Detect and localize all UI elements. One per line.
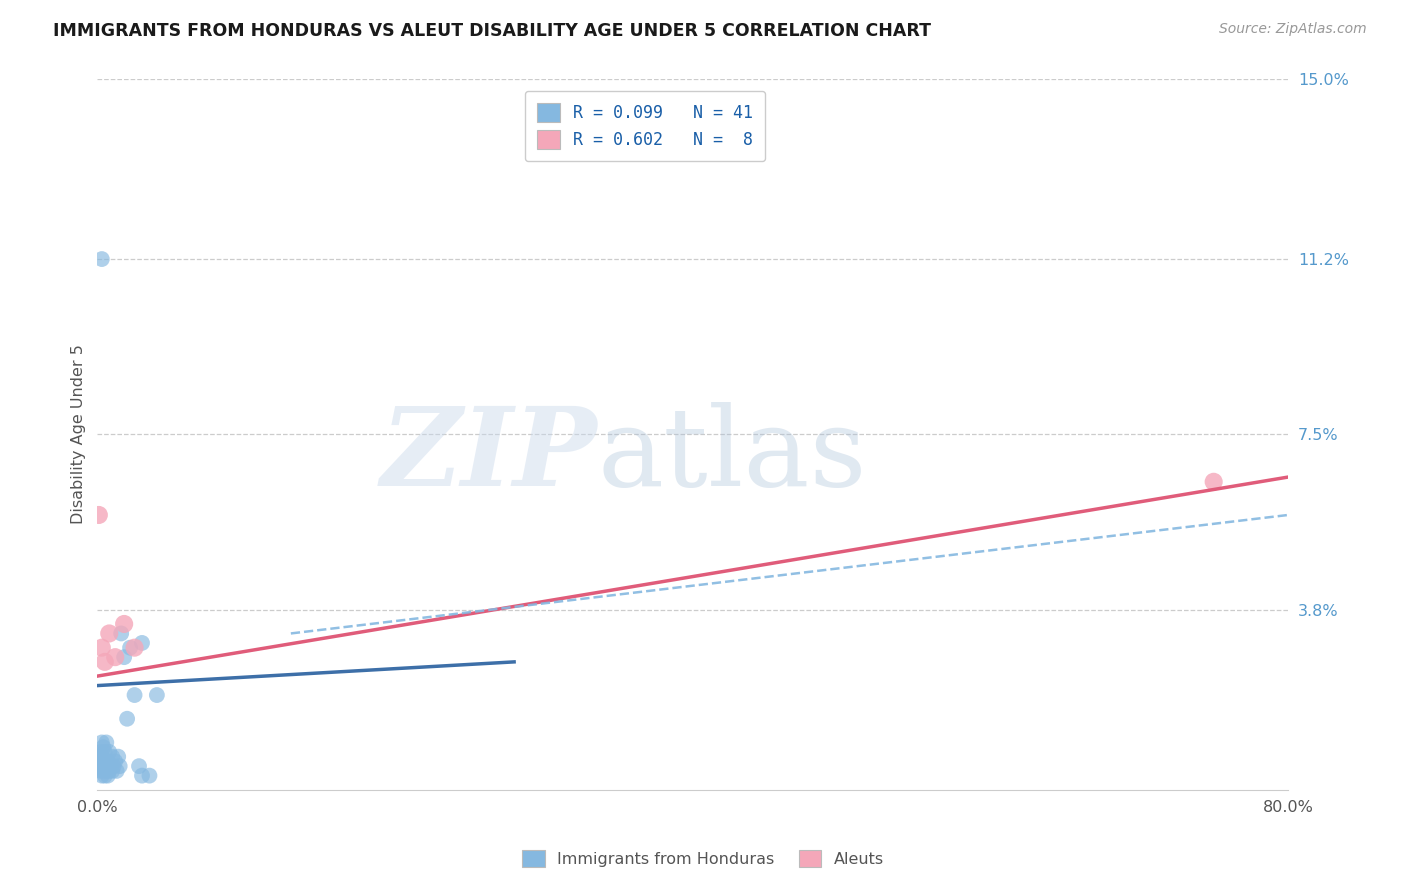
Point: [103, 759, 125, 773]
Point: [101, 749, 124, 764]
Point: [91, 764, 114, 778]
Legend: Immigrants from Honduras, Aleuts: Immigrants from Honduras, Aleuts: [516, 844, 890, 873]
Point: [146, 688, 169, 702]
Point: [97, 755, 120, 769]
Point: [1202, 475, 1225, 489]
Point: [100, 759, 122, 773]
Point: [105, 764, 128, 778]
Point: [90, 749, 112, 764]
Point: [94, 769, 117, 783]
Point: [115, 712, 138, 726]
Point: [94, 655, 117, 669]
Text: atlas: atlas: [598, 402, 868, 509]
Point: [112, 650, 135, 665]
Point: [89, 764, 111, 778]
Point: [96, 755, 118, 769]
Point: [98, 745, 121, 759]
Point: [124, 640, 146, 655]
Point: [112, 617, 135, 632]
Point: [90, 640, 112, 655]
Text: ZIP: ZIP: [381, 402, 598, 509]
Point: [124, 688, 146, 702]
Point: [91, 740, 114, 755]
Text: IMMIGRANTS FROM HONDURAS VS ALEUT DISABILITY AGE UNDER 5 CORRELATION CHART: IMMIGRANTS FROM HONDURAS VS ALEUT DISABI…: [53, 22, 931, 40]
Text: Source: ZipAtlas.com: Source: ZipAtlas.com: [1219, 22, 1367, 37]
Point: [87, 749, 110, 764]
Point: [90, 769, 112, 783]
Point: [91, 755, 114, 769]
Point: [131, 769, 153, 783]
Point: [94, 759, 117, 773]
Point: [128, 759, 150, 773]
Point: [110, 626, 132, 640]
Point: [90, 759, 112, 773]
Point: [89, 745, 111, 759]
Point: [90, 735, 112, 749]
Point: [97, 769, 120, 783]
Point: [138, 769, 160, 783]
Point: [96, 735, 118, 749]
Y-axis label: Disability Age Under 5: Disability Age Under 5: [72, 344, 86, 524]
Point: [131, 636, 153, 650]
Point: [94, 745, 117, 759]
Point: [104, 650, 127, 665]
Point: [90, 252, 112, 266]
Legend: R = 0.099   N = 41, R = 0.602   N =  8: R = 0.099 N = 41, R = 0.602 N = 8: [524, 91, 765, 161]
Point: [120, 640, 142, 655]
Point: [101, 764, 124, 778]
Point: [108, 759, 131, 773]
Point: [104, 755, 127, 769]
Point: [89, 755, 111, 769]
Point: [96, 764, 118, 778]
Point: [98, 764, 121, 778]
Point: [87, 508, 110, 522]
Point: [107, 749, 129, 764]
Point: [87, 759, 110, 773]
Point: [98, 626, 121, 640]
